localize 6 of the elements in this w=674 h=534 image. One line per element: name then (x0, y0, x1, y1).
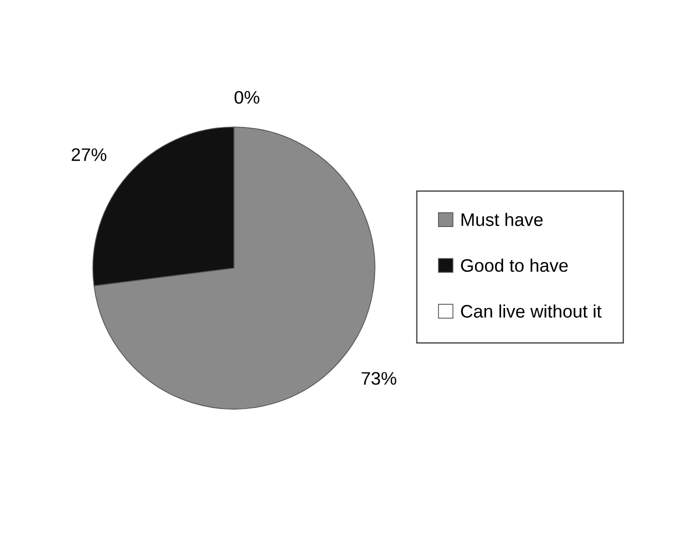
data-label: 27% (72, 148, 106, 161)
legend-label: Good to have (461, 258, 568, 272)
legend-label: Must have (462, 212, 543, 226)
data-label: 73% (362, 372, 396, 385)
text: 0% (234, 90, 260, 104)
legend-label: Can live without it (461, 304, 602, 318)
